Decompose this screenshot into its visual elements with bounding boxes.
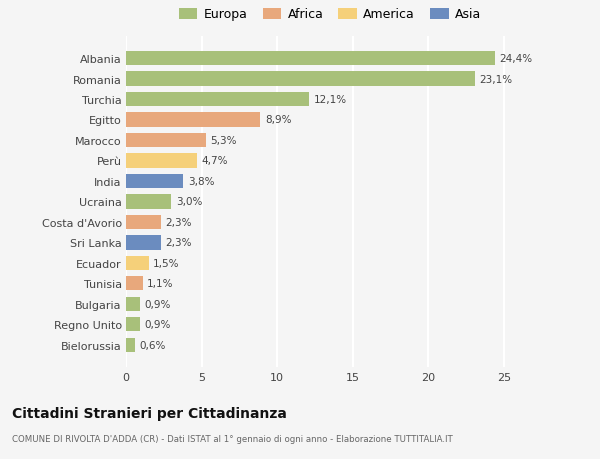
Text: 24,4%: 24,4% [499,54,532,64]
Bar [126,235,161,250]
Bar [126,318,140,332]
Bar [126,297,140,311]
Bar [126,215,161,230]
Text: 0,6%: 0,6% [140,340,166,350]
Bar [126,113,260,127]
Text: 12,1%: 12,1% [313,95,347,105]
Bar [126,72,475,86]
Bar [126,338,135,352]
Bar [126,52,495,66]
Text: 4,7%: 4,7% [202,156,228,166]
Bar [126,134,206,148]
Text: 3,8%: 3,8% [188,177,214,186]
Legend: Europa, Africa, America, Asia: Europa, Africa, America, Asia [176,6,484,24]
Text: 2,3%: 2,3% [165,238,192,248]
Bar [126,195,172,209]
Text: COMUNE DI RIVOLTA D'ADDA (CR) - Dati ISTAT al 1° gennaio di ogni anno - Elaboraz: COMUNE DI RIVOLTA D'ADDA (CR) - Dati IST… [12,434,453,443]
Text: 2,3%: 2,3% [165,218,192,227]
Bar [126,174,184,189]
Text: 0,9%: 0,9% [144,319,170,330]
Text: 0,9%: 0,9% [144,299,170,309]
Text: 1,5%: 1,5% [153,258,180,268]
Text: 8,9%: 8,9% [265,115,292,125]
Bar [126,154,197,168]
Text: 3,0%: 3,0% [176,197,202,207]
Text: 23,1%: 23,1% [479,74,513,84]
Text: 1,1%: 1,1% [147,279,173,289]
Text: 5,3%: 5,3% [211,136,237,146]
Bar [126,93,309,107]
Text: Cittadini Stranieri per Cittadinanza: Cittadini Stranieri per Cittadinanza [12,406,287,420]
Bar [126,256,149,270]
Bar [126,277,143,291]
